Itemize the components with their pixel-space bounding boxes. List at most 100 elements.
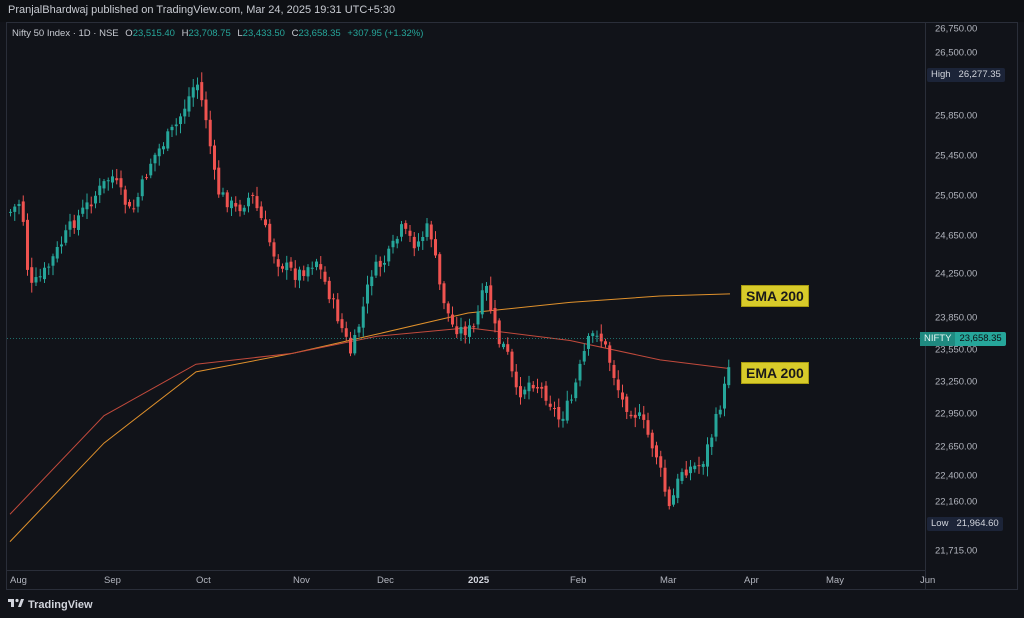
ema-200-annotation[interactable]: EMA 200	[741, 362, 809, 384]
candle-body	[60, 244, 63, 247]
price-tick: 21,715.00	[935, 545, 978, 557]
publish-header: PranjalBhardwaj published on TradingView…	[0, 0, 1024, 22]
candle-body	[544, 385, 548, 401]
candle-body	[625, 396, 629, 412]
price-tick: 24,650.00	[935, 230, 978, 242]
candle-body	[157, 148, 161, 157]
price-tick: 23,250.00	[935, 376, 978, 388]
tradingview-footer[interactable]: TradingView	[8, 598, 93, 611]
candle-body	[259, 206, 263, 219]
candle-body	[723, 383, 726, 409]
candle-body	[493, 308, 497, 324]
candle-body	[693, 465, 697, 470]
candle-body	[689, 466, 692, 474]
last-price-tag: NIFTY 23,658.35	[920, 332, 1006, 346]
candle-body	[64, 230, 68, 243]
tradingview-brand: TradingView	[28, 599, 93, 611]
candle-body	[370, 276, 374, 287]
high-value: 23,708.75	[188, 28, 231, 39]
candle-body	[425, 223, 429, 237]
candle-body	[527, 382, 531, 392]
symbol-label: Nifty 50 Index · 1D · NSE	[12, 28, 119, 39]
candle-body	[170, 126, 174, 131]
low-label: L	[237, 28, 243, 39]
candle-body	[506, 344, 510, 352]
last-tag-value: 23,658.35	[959, 333, 1002, 344]
candle-body	[604, 341, 607, 345]
candle-body	[140, 179, 144, 197]
candle-body	[421, 236, 425, 242]
candle-body	[238, 204, 242, 212]
candle-body	[242, 207, 246, 212]
candle-body	[706, 444, 709, 467]
candle-body	[595, 335, 599, 337]
candle-body	[17, 203, 21, 207]
candle-body	[642, 414, 646, 420]
candle-body	[684, 469, 688, 476]
candle-body	[587, 335, 590, 349]
candle-body	[540, 386, 544, 389]
candle-body	[378, 260, 382, 267]
candle-body	[357, 326, 361, 333]
sma-200-line	[9, 293, 731, 542]
candle-body	[340, 319, 344, 329]
candle-body	[55, 246, 59, 259]
candle-body	[442, 283, 446, 304]
candle-body	[646, 420, 650, 435]
candle-body	[638, 412, 641, 417]
high-label: H	[181, 28, 189, 39]
candle-body	[221, 192, 225, 195]
candle-body	[115, 178, 119, 181]
candle-body	[251, 194, 255, 196]
high-tag-value: 26,277.35	[958, 69, 1001, 80]
time-tick: Sep	[104, 575, 121, 586]
price-tick: 22,650.00	[935, 441, 978, 453]
candle-body	[570, 399, 573, 401]
candle-body	[548, 403, 552, 407]
high-price-tag: High 26,277.35	[927, 68, 1005, 82]
candle-body	[429, 224, 433, 240]
time-axis[interactable]	[7, 570, 925, 591]
candle-body	[400, 224, 403, 237]
price-tick: 25,850.00	[935, 110, 978, 122]
candle-body	[553, 408, 556, 410]
time-tick: Apr	[744, 575, 759, 586]
time-tick: 2025	[468, 575, 490, 586]
candle-body	[404, 223, 408, 229]
time-tick: Feb	[570, 575, 587, 586]
candle-body	[89, 204, 93, 207]
candle-body	[319, 264, 323, 270]
time-tick: Dec	[377, 575, 394, 586]
candle-body	[196, 84, 199, 91]
candlestick-chart[interactable]	[7, 23, 925, 570]
candle-body	[621, 392, 624, 400]
sma-200-annotation[interactable]: SMA 200	[741, 285, 809, 307]
candle-body	[629, 414, 633, 417]
candle-body	[497, 320, 501, 345]
candle-body	[272, 242, 276, 257]
candle-body	[9, 211, 12, 213]
candle-body	[672, 495, 675, 505]
candle-body	[26, 219, 29, 270]
candle-body	[72, 220, 76, 228]
candle-body	[468, 325, 471, 337]
price-axis[interactable]	[925, 23, 1018, 590]
time-tick: Oct	[196, 575, 211, 586]
candle-body	[94, 195, 97, 204]
candle-body	[523, 389, 527, 395]
candle-body	[650, 432, 654, 449]
candle-body	[123, 189, 127, 205]
candle-body	[485, 285, 488, 293]
candle-body	[459, 326, 463, 334]
candle-body	[208, 119, 212, 147]
candle-body	[30, 267, 34, 283]
price-chart[interactable]	[7, 23, 925, 570]
candle-body	[21, 201, 25, 222]
candle-body	[434, 239, 437, 256]
candle-body	[366, 284, 369, 304]
candle-body	[47, 266, 51, 268]
candle-body	[315, 261, 318, 268]
candle-body	[455, 326, 459, 335]
candle-body	[727, 367, 731, 386]
candle-body	[608, 345, 612, 363]
